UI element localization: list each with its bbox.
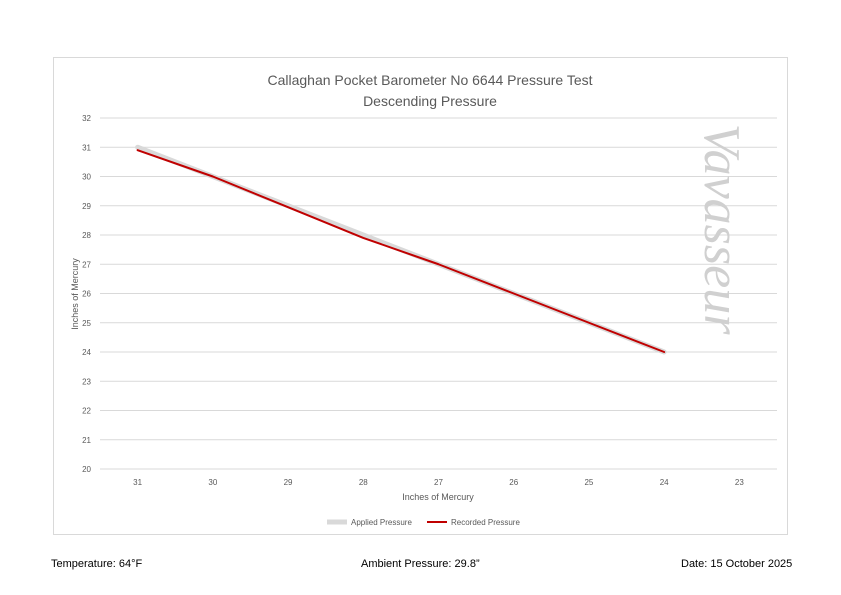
y-tick-label: 27 — [82, 260, 91, 269]
series-line-recorded-pressure — [136, 149, 666, 353]
y-axis-label: Inches of Mercury — [70, 258, 80, 330]
x-tick-label: 29 — [284, 478, 293, 487]
date-text: Date: 15 October 2025 — [681, 558, 793, 570]
x-tick-label: 25 — [584, 478, 593, 487]
y-tick-label: 22 — [82, 407, 91, 416]
watermark: Vavasseur — [693, 124, 750, 336]
series-lines — [135, 144, 667, 355]
y-tick-label: 28 — [82, 231, 91, 240]
x-tick-label: 26 — [509, 478, 518, 487]
x-tick-label: 30 — [208, 478, 217, 487]
chart-frame: Callaghan Pocket Barometer No 6644 Press… — [53, 57, 788, 535]
y-tick-label: 32 — [82, 114, 91, 123]
ambient-pressure-text: Ambient Pressure: 29.8” — [361, 558, 480, 570]
legend-label: Recorded Pressure — [451, 518, 520, 527]
y-tick-label: 30 — [82, 173, 91, 182]
x-tick-label: 31 — [133, 478, 142, 487]
y-axis-ticks: 20 21 22 23 24 25 26 27 28 29 30 31 32 — [82, 114, 91, 474]
y-tick-label: 24 — [82, 348, 91, 357]
chart-title: Callaghan Pocket Barometer No 6644 Press… — [267, 72, 592, 88]
y-tick-label: 23 — [82, 377, 91, 386]
y-tick-label: 31 — [82, 143, 91, 152]
legend-label: Applied Pressure — [351, 518, 412, 527]
legend: Applied Pressure Recorded Pressure — [327, 518, 520, 527]
chart-svg: Callaghan Pocket Barometer No 6644 Press… — [70, 72, 777, 527]
y-tick-label: 21 — [82, 436, 91, 445]
chart-subtitle: Descending Pressure — [363, 93, 497, 109]
y-tick-label: 25 — [82, 319, 91, 328]
x-tick-label: 24 — [660, 478, 669, 487]
y-tick-label: 20 — [82, 465, 91, 474]
x-tick-label: 28 — [359, 478, 368, 487]
temperature-text: Temperature: 64°F — [51, 558, 143, 570]
y-tick-label: 26 — [82, 290, 91, 299]
y-tick-label: 29 — [82, 202, 91, 211]
x-axis-ticks: 31 30 29 28 27 26 25 24 23 — [133, 478, 744, 487]
x-axis-label: Inches of Mercury — [402, 492, 474, 502]
x-tick-label: 23 — [735, 478, 744, 487]
x-tick-label: 27 — [434, 478, 443, 487]
